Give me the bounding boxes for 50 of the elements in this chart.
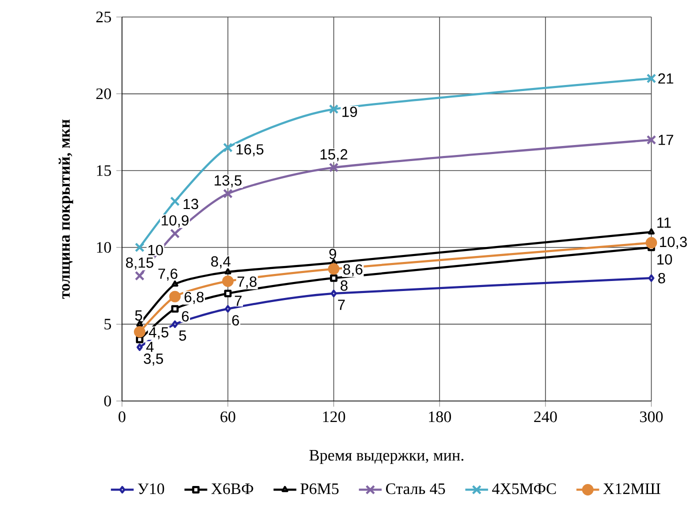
data-label: 7 (338, 300, 345, 310)
data-label: 4,5 (148, 327, 168, 340)
data-label: 10 (657, 254, 672, 265)
data-label: 7 (234, 296, 242, 306)
data-label: 7,8 (238, 276, 257, 289)
data-label: 6,8 (184, 292, 204, 304)
data-label: 5 (179, 330, 186, 341)
x-tick-label: 240 (534, 411, 557, 422)
data-label: 19 (342, 106, 357, 118)
legend-label: 4Х5МФС (492, 483, 556, 494)
y-tick-label: 0 (104, 396, 111, 406)
legend-label: Сталь 45 (386, 483, 445, 494)
data-label: 8 (658, 272, 666, 284)
data-label: 9 (329, 248, 336, 260)
data-label: 10 (148, 244, 163, 256)
data-label: 11 (657, 218, 671, 228)
legend-label: Р6М5 (300, 483, 339, 494)
x-axis-title: Время выдержки, мин. (309, 450, 464, 464)
data-label: 8 (340, 280, 348, 291)
y-tick-label: 5 (104, 318, 111, 330)
y-tick-label: 15 (97, 165, 111, 176)
data-label: 8,15 (126, 257, 154, 270)
data-label: 6 (182, 311, 189, 322)
data-label: 4 (146, 342, 154, 352)
y-tick-label: 10 (97, 242, 111, 253)
y-tick-label: 20 (96, 88, 111, 100)
legend-label: Х6ВФ (211, 483, 254, 494)
data-label: 7,6 (158, 268, 178, 281)
x-tick-label: 0 (118, 411, 126, 422)
data-label: 5 (135, 310, 142, 321)
data-label: 15,2 (320, 149, 348, 162)
data-label: 3,5 (144, 354, 164, 366)
data-label: 17 (658, 134, 674, 145)
data-label: 10,9 (162, 215, 189, 228)
data-label: 21 (658, 73, 674, 84)
x-tick-label: 60 (220, 411, 236, 422)
data-label: 8,6 (343, 264, 362, 276)
x-tick-label: 300 (640, 411, 663, 422)
data-label: 10,3 (660, 236, 687, 249)
data-label: 6 (232, 315, 239, 326)
data-label: 13,5 (214, 175, 242, 188)
y-axis-title: толщина покрытий, мкн (58, 120, 74, 299)
y-tick-label: 25 (96, 12, 111, 22)
x-tick-label: 120 (323, 411, 346, 422)
data-label: 8,4 (211, 256, 230, 268)
data-label: 16,5 (236, 144, 264, 156)
data-label: 13 (184, 198, 198, 210)
legend-label: Х12МШ (603, 483, 660, 494)
x-tick-label: 180 (429, 411, 451, 422)
legend-label: У10 (138, 483, 164, 494)
